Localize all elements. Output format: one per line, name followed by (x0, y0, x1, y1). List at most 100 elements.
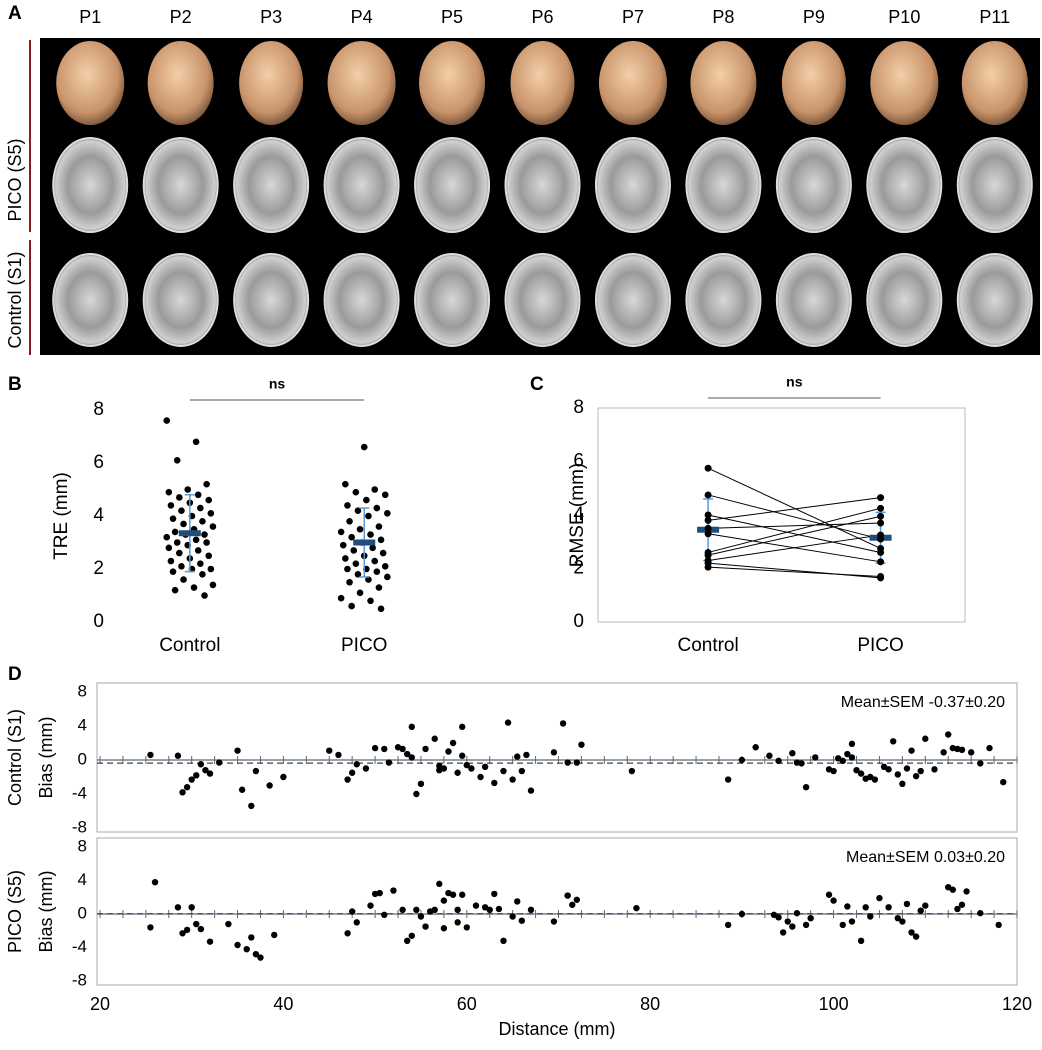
data-point (377, 536, 385, 544)
data-point (449, 739, 457, 747)
data-point (252, 767, 260, 775)
data-point (752, 744, 759, 751)
data-point (877, 519, 885, 527)
y-tick-label: 8 (78, 681, 87, 700)
data-point (784, 918, 791, 925)
data-point (995, 921, 1002, 929)
data-point (908, 929, 915, 936)
data-point (377, 605, 385, 613)
data-point (848, 918, 856, 925)
data-point (877, 531, 885, 539)
data-point (917, 907, 924, 914)
data-point (206, 938, 214, 945)
data-point (871, 776, 879, 783)
data-point (373, 568, 381, 575)
data-point (163, 417, 171, 424)
data-point (449, 891, 457, 898)
head-render (961, 41, 1028, 125)
data-point (903, 900, 911, 908)
data-point (176, 549, 183, 557)
data-point (1000, 778, 1007, 786)
data-point (958, 746, 966, 753)
mri-slice (956, 253, 1033, 347)
data-point (949, 886, 957, 893)
data-point (344, 502, 351, 509)
data-point (793, 909, 801, 917)
data-point (192, 438, 200, 446)
data-point (205, 552, 213, 560)
y-tick-label: 0 (78, 903, 87, 922)
data-point (798, 760, 805, 767)
y-tick-label: 6 (573, 451, 584, 472)
data-point (178, 507, 185, 514)
column-label: P3 (260, 7, 282, 27)
data-point (199, 571, 206, 578)
y-tick-label: 8 (93, 399, 104, 420)
data-point (165, 544, 173, 552)
x-tick-label: 120 (1002, 994, 1032, 1014)
pair-line (707, 514, 881, 553)
head-render (870, 41, 939, 125)
data-point (360, 443, 368, 451)
data-point (848, 740, 856, 748)
data-point (352, 488, 360, 496)
data-point (704, 551, 712, 559)
data-point (373, 504, 381, 512)
y-tick-label: 4 (573, 504, 584, 525)
plot-frame (597, 407, 966, 623)
data-point (207, 510, 215, 517)
data-point (399, 906, 406, 914)
column-label: P4 (351, 7, 373, 27)
data-point (877, 573, 885, 581)
data-point (559, 720, 567, 727)
x-tick-label: Control (159, 635, 220, 656)
data-point (550, 749, 558, 756)
pair-line (708, 497, 881, 521)
data-point (491, 890, 498, 898)
panel-label: D (8, 664, 22, 685)
x-tick-label: PICO (857, 635, 903, 656)
data-point (931, 766, 938, 773)
data-point (379, 549, 387, 557)
pair-line (708, 562, 881, 579)
data-point (885, 904, 892, 911)
data-point (504, 719, 512, 726)
data-point (459, 752, 466, 759)
mri-slice (323, 137, 400, 233)
pair-line (707, 507, 881, 553)
data-point (408, 932, 415, 939)
data-point (369, 544, 376, 552)
data-point (857, 937, 865, 944)
data-point (844, 750, 851, 758)
column-label: P1 (79, 7, 101, 27)
data-point (417, 913, 425, 920)
data-point (802, 784, 810, 791)
panel-label: C (530, 374, 544, 395)
panel-label: A (8, 3, 22, 24)
data-point (867, 913, 874, 920)
data-point (509, 776, 516, 783)
annotation: Mean±SEM 0.03±0.20 (846, 849, 1005, 866)
data-point (569, 901, 576, 908)
data-point (853, 767, 860, 774)
pair-line (707, 515, 881, 556)
data-point (514, 898, 521, 905)
data-point (344, 776, 351, 783)
data-point (573, 896, 581, 903)
data-point (225, 920, 232, 928)
data-point (472, 902, 480, 909)
data-point (877, 548, 885, 556)
data-point (356, 525, 364, 533)
data-point (775, 757, 782, 765)
data-point (877, 504, 885, 512)
data-point (199, 518, 206, 525)
data-point (165, 488, 173, 496)
data-point (917, 767, 924, 775)
data-point (203, 539, 210, 546)
head-render (147, 41, 214, 125)
data-point (486, 906, 493, 914)
data-point (738, 910, 746, 918)
data-point (862, 904, 869, 911)
data-point (958, 901, 966, 908)
